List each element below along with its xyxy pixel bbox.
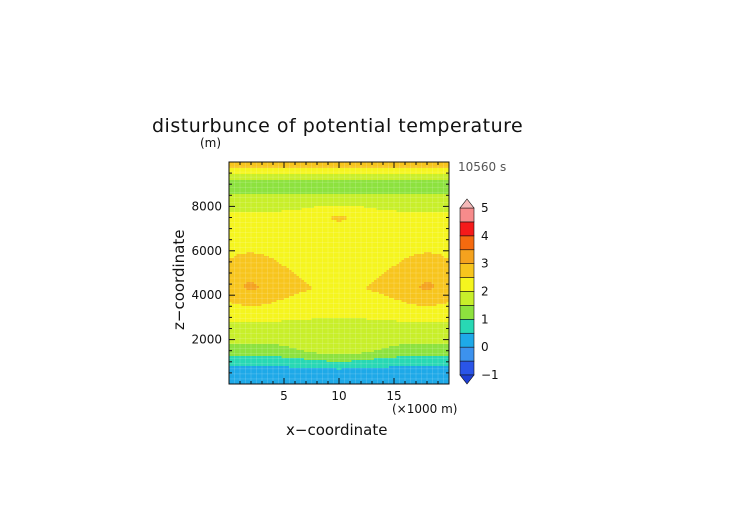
colorbar-label: 5 [481,201,489,215]
colorbar-band [459,277,475,292]
axes: 5 10 15 2000 4000 6000 8000 [191,161,450,403]
x-tick-label: 5 [280,389,288,403]
x-axis-label: x−coordinate [286,421,388,439]
y-tick-label: 4000 [191,288,222,302]
colorbar-label: 1 [481,312,489,326]
colorbar-band [459,360,475,376]
x-axis-unit: (×1000 m) [392,402,458,416]
chart-title: disturbunce of potential temperature [152,115,524,137]
y-tick-label: 6000 [191,244,222,258]
colorbar-band [459,305,475,320]
x-tick-label: 10 [331,389,346,403]
plot-area [229,162,450,385]
colorbar-label: 3 [481,257,489,271]
y-tick-label: 2000 [191,333,222,347]
colorbar-band [459,249,475,264]
colorbar-label: 0 [481,340,489,354]
colorbar-band [459,319,475,334]
colorbar-band [459,346,475,362]
colorbar-over-triangle [459,198,475,209]
colorbar-band [459,291,475,306]
grid [228,161,450,385]
y-axis-unit: (m) [200,136,222,150]
colorbar: −1 0 1 2 3 4 5 [459,198,499,385]
colorbar-label: −1 [481,368,499,382]
colorbar-band [459,263,475,278]
time-label: 10560 s [458,160,507,174]
colorbar-label: 2 [481,285,489,299]
colorbar-under-triangle [459,374,475,385]
x-tick-label: 15 [386,389,401,403]
colorbar-label: 4 [481,229,489,243]
colorbar-band [459,235,475,251]
colorbar-band [459,221,475,237]
colorbar-band [459,332,475,348]
y-tick-label: 8000 [191,199,222,213]
colorbar-band [459,207,475,223]
